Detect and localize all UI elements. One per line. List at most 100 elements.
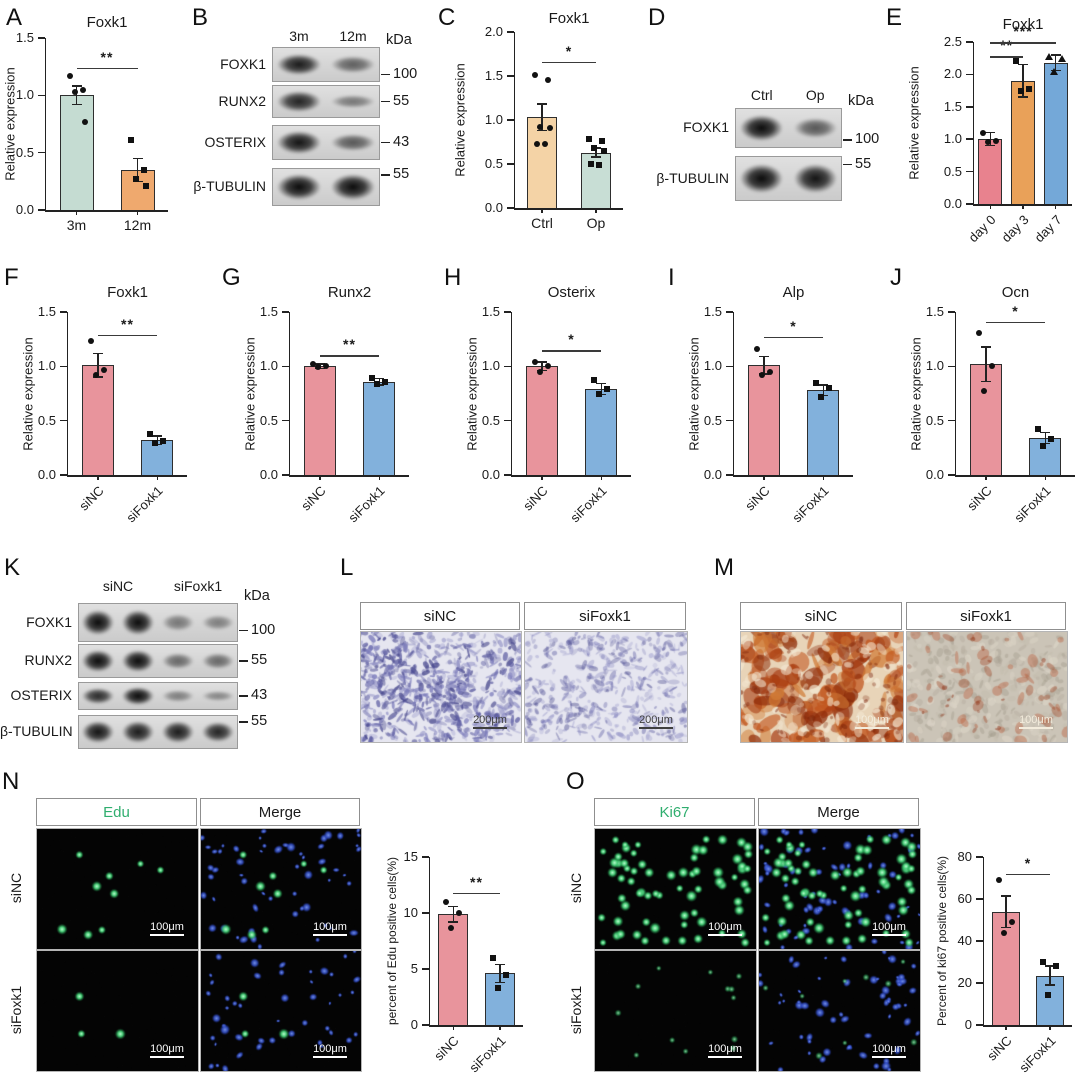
data-point <box>1035 426 1042 433</box>
bar-chart-alp-sirna: Alp Relative expression 0.0 0.5 1.0 1.5 * siNC s… <box>684 280 864 525</box>
x-tick-mark <box>378 475 380 480</box>
y-tick-mark <box>966 170 973 173</box>
scale-bar-line <box>473 727 507 730</box>
bar-Ctrl <box>527 117 557 208</box>
chart-title: Osterix <box>547 284 596 301</box>
error-bar <box>1005 895 1007 928</box>
data-point <box>142 182 149 189</box>
kda-value: 55 <box>251 652 268 668</box>
data-point <box>996 877 1002 884</box>
chart-title: Foxk1 <box>86 14 128 31</box>
y-axis-line <box>954 312 956 475</box>
bar-chart-ocn-sirna: Ocn Relative expression 0.0 0.5 1.0 1.5 * siNC s… <box>906 280 1080 525</box>
scale-bar-label: 100μm <box>150 1043 184 1055</box>
y-tick-mark <box>422 912 429 914</box>
kda-tick <box>239 721 248 723</box>
error-bar-cap-top <box>1040 431 1051 434</box>
y-tick-label: 40 <box>957 933 972 948</box>
y-tick-mark <box>504 311 511 313</box>
protein-band <box>277 131 321 154</box>
x-tick-mark <box>1044 475 1046 480</box>
data-point <box>588 161 594 167</box>
data-point <box>1040 959 1046 965</box>
scale-bar: 100μm <box>865 1043 913 1059</box>
y-tick-label: 0.0 <box>925 467 944 482</box>
y-tick-label: 15 <box>403 849 418 864</box>
data-point <box>766 368 773 375</box>
y-tick-label: 0.5 <box>484 156 503 171</box>
kda-tick <box>381 100 390 103</box>
bar-siNC <box>747 365 780 475</box>
lane-label: siNC <box>102 578 134 594</box>
data-point <box>160 438 167 445</box>
error-bar-cap-bottom <box>537 129 547 132</box>
m-header-sinc-label: siNC <box>804 607 838 625</box>
scale-bar: 200μm <box>466 714 514 730</box>
lane-label: siFoxk1 <box>173 578 223 594</box>
protein-band <box>122 686 154 706</box>
significance-label: ** <box>121 315 134 332</box>
bar-chart-ki67-positive: Percent of ki67 positive cells(%) 0 20 40 60… <box>934 822 1078 1073</box>
error-bar-cap-top <box>71 85 82 87</box>
data-point <box>152 440 159 447</box>
y-tick-label: 0.5 <box>15 144 34 160</box>
lane-label: 3m <box>289 28 309 44</box>
y-tick-label: 1.5 <box>37 304 56 319</box>
chart-title: Ocn <box>1001 284 1030 301</box>
micro-crystal-violet-sifoxk1 <box>524 631 688 743</box>
x-tick-mark <box>541 475 543 480</box>
data-point <box>591 145 597 152</box>
x-tick-mark <box>595 208 597 213</box>
data-point <box>544 363 551 370</box>
significance-label: ** <box>343 336 356 353</box>
data-point <box>604 386 611 393</box>
kda-value: 43 <box>393 133 410 150</box>
l-header-sinc-label: siNC <box>423 607 457 625</box>
y-tick-mark <box>38 209 45 211</box>
kda-tick <box>843 163 852 166</box>
protein-band <box>162 653 194 669</box>
scale-bar: 100μm <box>701 921 749 937</box>
y-tick-label: 10 <box>403 905 418 920</box>
bar-day 0 <box>978 139 1003 204</box>
x-tick-mark <box>452 1025 454 1030</box>
n-header-edu: Edu <box>36 798 197 826</box>
scale-bar-label: 200μm <box>639 714 673 726</box>
bar-day 3 <box>1011 80 1035 204</box>
y-tick-label: 0 <box>410 1017 418 1032</box>
western-blot-ctrl-op: Ctrl Op kDa FOXK1 100 β-TUBULIN 55 <box>645 85 895 210</box>
y-axis-line <box>513 32 515 208</box>
kda-header: kDa <box>244 588 270 604</box>
scale-bar: 100μm <box>143 1043 191 1059</box>
data-point <box>596 390 603 397</box>
error-bar-cap-top <box>758 355 769 358</box>
error-bar <box>595 148 597 157</box>
error-bar-cap-bottom <box>1045 984 1055 986</box>
kda-tick <box>239 629 248 632</box>
protein-band <box>122 609 154 636</box>
kda-tick <box>381 141 390 144</box>
error-bar-cap-top <box>537 103 547 105</box>
protein-label: β-TUBULIN <box>0 723 73 739</box>
error-bar-cap-top <box>536 361 547 363</box>
scale-bar-line <box>150 934 184 937</box>
y-tick-mark <box>282 474 289 476</box>
y-tick-label: 5 <box>410 961 418 976</box>
significance-label: ** <box>470 873 483 890</box>
data-point <box>369 375 376 382</box>
error-bar-cap-top <box>374 377 385 380</box>
y-tick-label: 0.0 <box>703 467 722 482</box>
y-tick-mark <box>504 419 511 422</box>
x-axis-line <box>982 1025 1072 1027</box>
data-point <box>1049 67 1058 75</box>
y-axis-line <box>982 857 984 1025</box>
bar-chart-foxk1-sirna: Foxk1 Relative expression 0.0 0.5 1.0 1.5 ** si… <box>18 280 198 525</box>
micro-ki67-merge-sifoxk1 <box>758 950 921 1072</box>
y-axis-label: percent of Edu positive cells(%) <box>385 856 399 1026</box>
chart-title: Alp <box>782 284 805 301</box>
x-tick-mark <box>156 475 158 480</box>
y-tick-mark <box>966 203 973 205</box>
x-tick-mark <box>600 475 602 480</box>
significance-line <box>542 61 596 64</box>
